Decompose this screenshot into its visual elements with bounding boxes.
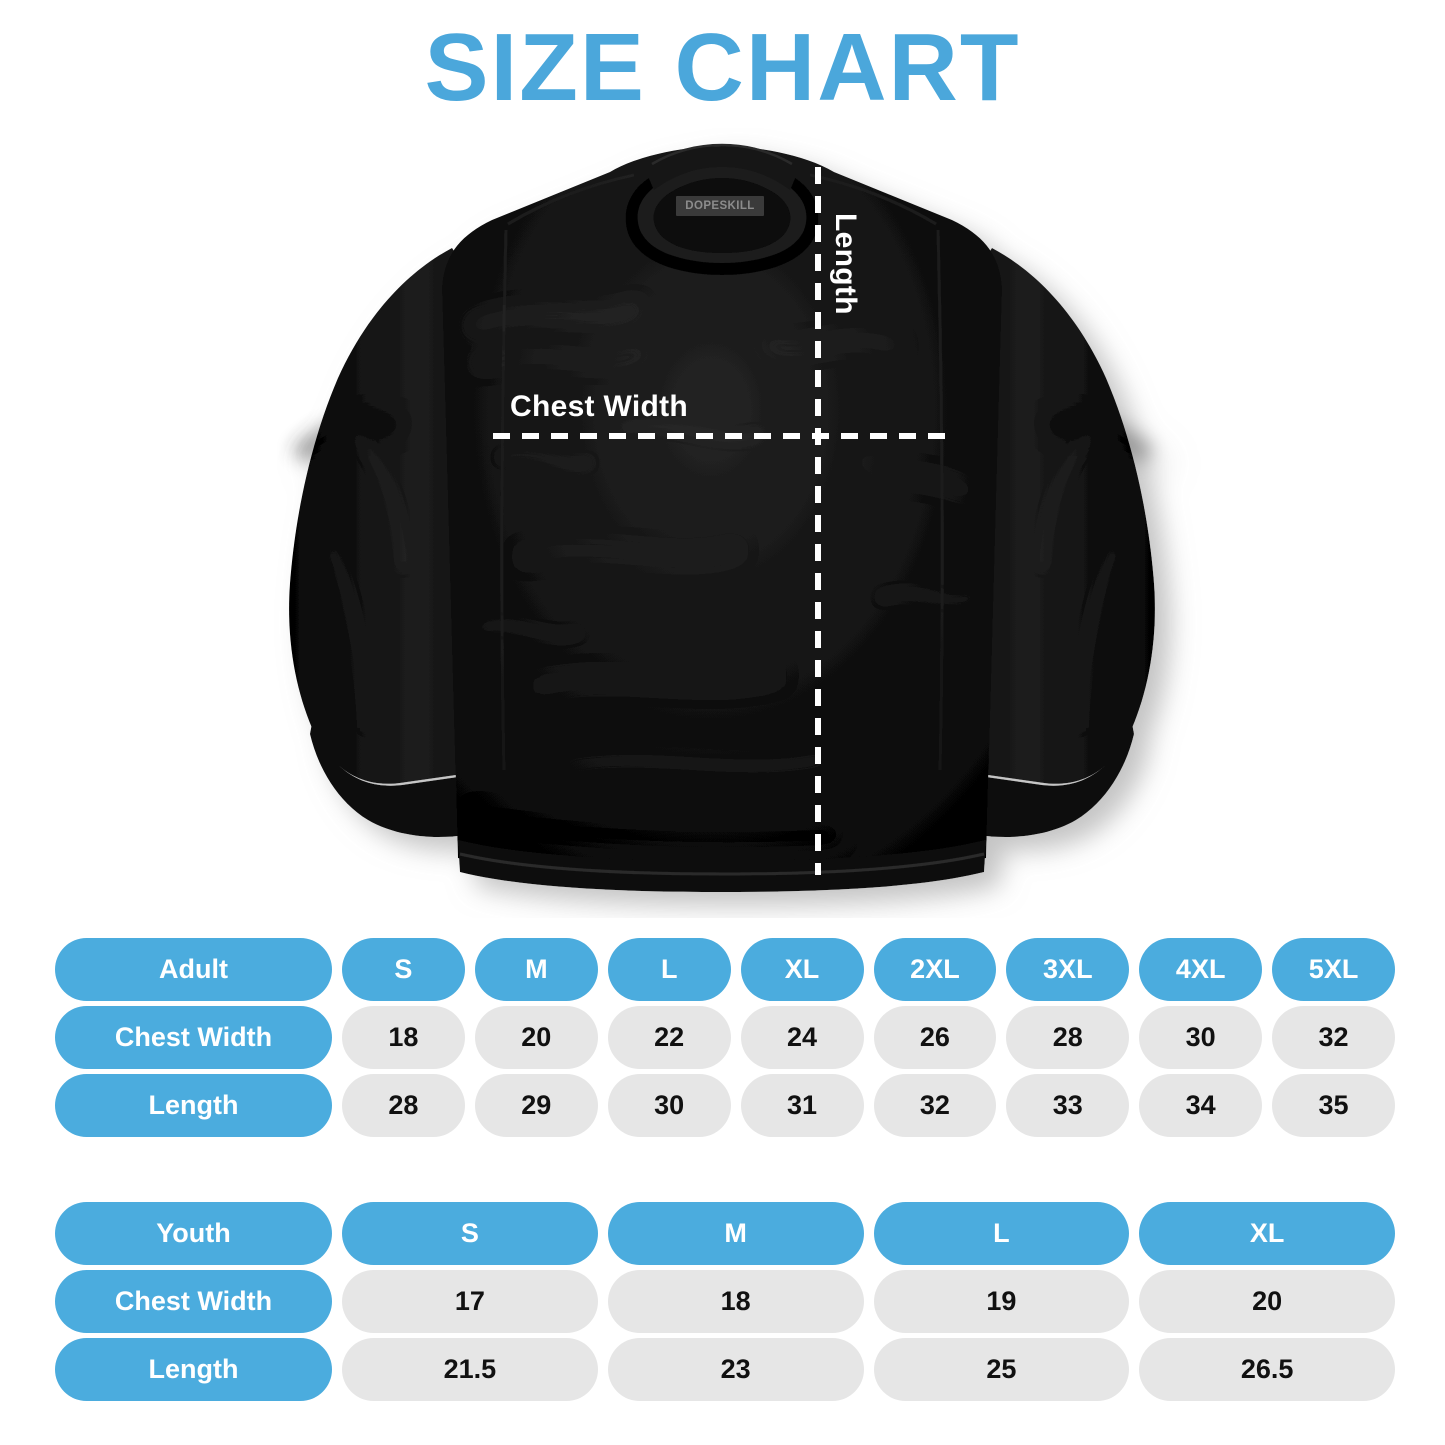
table-row: Length 21.5 23 25 26.5 [55, 1338, 1395, 1401]
cell-value: 29 [474, 1074, 598, 1137]
size-header-s: S [342, 938, 465, 1001]
cell-value: 20 [1139, 1270, 1395, 1333]
cell-value: 17 [342, 1270, 598, 1333]
size-header-4xl: 4XL [1139, 938, 1263, 1001]
cell-value: 34 [1139, 1074, 1263, 1137]
cell-value: 21.5 [342, 1338, 598, 1401]
cell-value: 22 [607, 1006, 731, 1069]
adult-size-table: Adult S M L XL 2XL 3XL 4XL 5XL Chest Width 18 20 22 2… [55, 938, 1395, 1137]
size-header-m: M [607, 1202, 864, 1265]
cell-value: 35 [1272, 1074, 1395, 1137]
size-header-3xl: 3XL [1006, 938, 1130, 1001]
cell-value: 24 [740, 1006, 864, 1069]
cell-value: 28 [342, 1074, 465, 1137]
row-label-chest-width: Chest Width [55, 1270, 332, 1333]
garment-illustration: DOPESKILL Chest Width Length [0, 128, 1445, 918]
cell-value: 19 [873, 1270, 1130, 1333]
size-header-5xl: 5XL [1272, 938, 1395, 1001]
size-header-m: M [474, 938, 598, 1001]
size-header-s: S [342, 1202, 598, 1265]
table-row: Chest Width 17 18 19 20 [55, 1270, 1395, 1333]
youth-size-table: Youth S M L XL Chest Width 17 18 19 20 Length 21.5 2… [55, 1202, 1395, 1401]
cell-value: 32 [873, 1074, 997, 1137]
table-row: Length 28 29 30 31 32 33 34 35 [55, 1074, 1395, 1137]
cell-value: 26 [873, 1006, 997, 1069]
table-header-row: Youth S M L XL [55, 1202, 1395, 1265]
cell-value: 18 [342, 1006, 465, 1069]
cell-value: 32 [1272, 1006, 1395, 1069]
cell-value: 18 [607, 1270, 864, 1333]
long-sleeve-shirt-graphic [289, 143, 1155, 892]
cell-value: 23 [607, 1338, 864, 1401]
size-header-l: L [873, 1202, 1130, 1265]
table-header-row: Adult S M L XL 2XL 3XL 4XL 5XL [55, 938, 1395, 1001]
youth-group-label: Youth [55, 1202, 332, 1265]
row-label-chest-width: Chest Width [55, 1006, 332, 1069]
cell-value: 30 [607, 1074, 731, 1137]
cell-value: 20 [474, 1006, 598, 1069]
row-label-length: Length [55, 1074, 332, 1137]
page-title: SIZE CHART [424, 14, 1021, 121]
cell-value: 33 [1006, 1074, 1130, 1137]
cell-value: 26.5 [1139, 1338, 1395, 1401]
size-header-xl: XL [740, 938, 864, 1001]
table-row: Chest Width 18 20 22 24 26 28 30 32 [55, 1006, 1395, 1069]
size-header-xl: XL [1139, 1202, 1395, 1265]
size-header-l: L [607, 938, 731, 1001]
cell-value: 30 [1139, 1006, 1263, 1069]
row-label-length: Length [55, 1338, 332, 1401]
cell-value: 31 [740, 1074, 864, 1137]
size-header-2xl: 2XL [873, 938, 997, 1001]
cell-value: 25 [873, 1338, 1130, 1401]
cell-value: 28 [1006, 1006, 1130, 1069]
adult-group-label: Adult [55, 938, 332, 1001]
